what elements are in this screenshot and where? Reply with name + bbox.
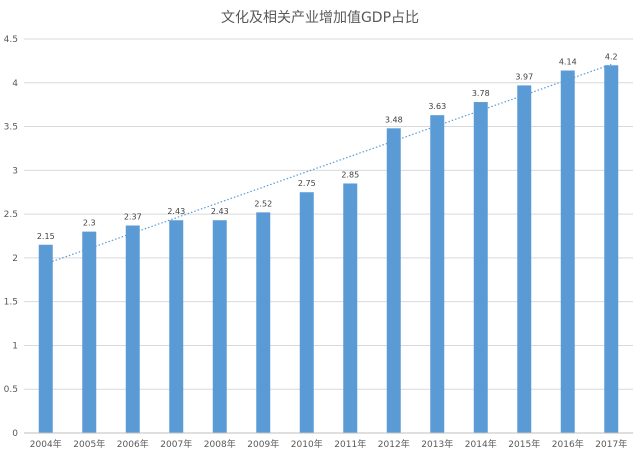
x-axis: 2004年 2005年 2006年 2007年 2008年 2009年 2010年 2011年… <box>24 432 633 450</box>
y-tick-label: 3 <box>12 166 18 176</box>
y-tick-label: 0 <box>12 429 18 439</box>
gridlines <box>24 38 633 390</box>
bar <box>517 85 532 433</box>
chart-title: 文化及相关产业增加值GDP占比 <box>221 10 419 26</box>
bar <box>473 102 488 433</box>
bar <box>256 212 271 433</box>
y-tick-label: 2.5 <box>4 210 18 220</box>
x-tick-label: 2007年 <box>160 438 192 450</box>
data-label: 2.85 <box>341 170 359 179</box>
data-label: 2.3 <box>83 219 96 228</box>
data-labels: 2.15 2.3 2.37 2.43 2.43 2.52 2.75 2.85 3.48 3.63 3… <box>37 52 618 240</box>
data-label: 2.75 <box>298 179 316 188</box>
x-tick-label: 2011年 <box>334 438 366 450</box>
y-tick-label: 3.5 <box>4 123 18 133</box>
y-tick-label: 0.5 <box>4 385 18 395</box>
bars <box>38 65 619 434</box>
y-tick-label: 1.5 <box>4 298 18 308</box>
x-tick-label: 2015年 <box>508 438 540 450</box>
bar <box>299 192 314 433</box>
x-tick-label: 2004年 <box>30 438 62 450</box>
x-tick-label: 2014年 <box>465 438 497 450</box>
data-label: 2.43 <box>211 207 229 216</box>
data-label: 2.15 <box>37 232 55 241</box>
data-label: 3.78 <box>472 89 490 98</box>
data-label: 4.2 <box>605 52 618 61</box>
bar <box>560 70 575 434</box>
x-tick-label: 2006年 <box>117 438 149 450</box>
y-tick-label: 2 <box>12 254 18 264</box>
bar <box>169 220 184 433</box>
data-label: 3.97 <box>515 72 533 81</box>
x-tick-label: 2008年 <box>204 438 236 450</box>
bar <box>386 128 401 433</box>
data-label: 4.14 <box>559 58 577 67</box>
x-tick-label: 2016年 <box>552 438 584 450</box>
bar <box>604 65 619 434</box>
y-tick-label: 4 <box>12 79 18 89</box>
data-label: 3.63 <box>428 102 446 111</box>
bar <box>212 220 227 433</box>
x-tick-label: 2012年 <box>378 438 410 450</box>
bar <box>82 231 97 433</box>
bar <box>430 115 445 433</box>
bar <box>125 225 140 433</box>
data-label: 2.52 <box>254 199 272 208</box>
data-label: 3.48 <box>385 115 403 124</box>
x-tick-label: 2017年 <box>595 438 627 450</box>
bar <box>38 244 53 433</box>
bar <box>343 183 358 433</box>
data-label: 2.37 <box>124 212 142 221</box>
y-tick-label: 1 <box>12 341 18 351</box>
data-label: 2.43 <box>167 207 185 216</box>
y-axis: 0 0.5 1 1.5 2 2.5 3 3.5 4 4.5 <box>4 35 19 439</box>
x-tick-label: 2010年 <box>291 438 323 450</box>
x-tick-label: 2005年 <box>73 438 105 450</box>
y-tick-label: 4.5 <box>4 35 18 45</box>
x-tick-label: 2013年 <box>421 438 453 450</box>
x-tick-label: 2009年 <box>247 438 279 450</box>
